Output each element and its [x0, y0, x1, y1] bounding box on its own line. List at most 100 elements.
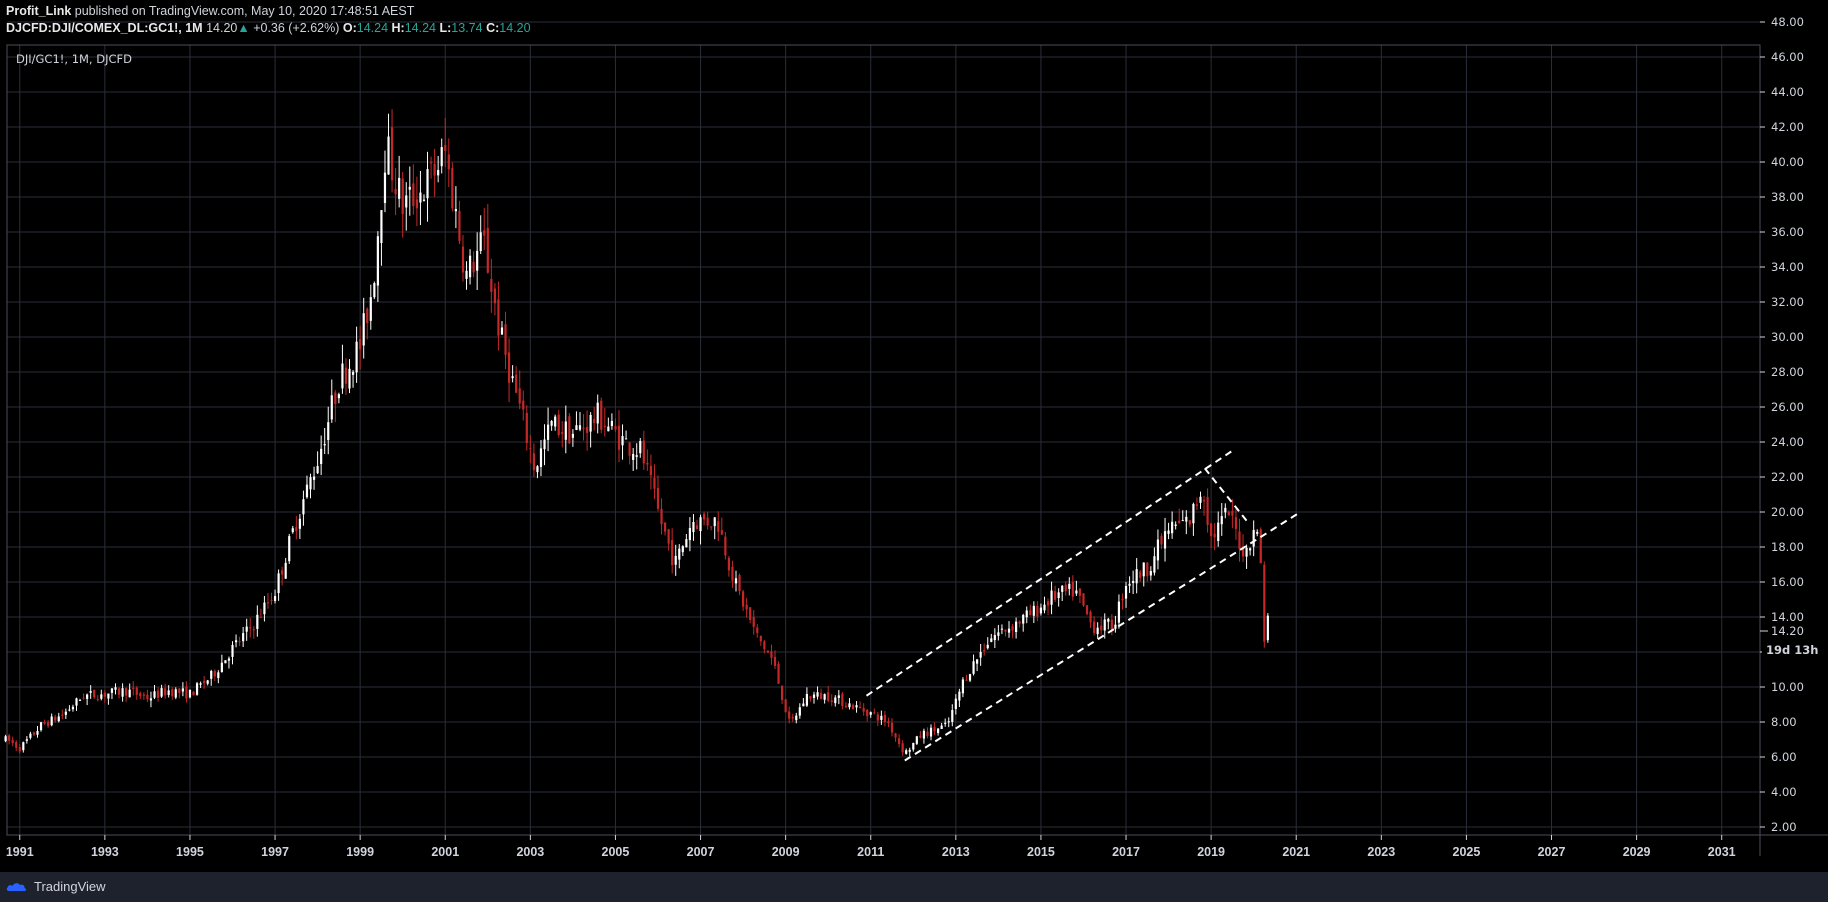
candle-body: [589, 414, 592, 432]
time-axis[interactable]: 1991 1993 1995 1997 1999 2001 2003 2005 2007 2009…: [6, 835, 1736, 859]
candle-body: [107, 693, 110, 699]
time-tick-label: 2013: [942, 845, 970, 859]
candle-body: [1188, 520, 1191, 525]
candle-body: [426, 169, 429, 199]
candle-body: [461, 246, 465, 273]
candle-body: [128, 689, 131, 698]
candle-body: [564, 421, 567, 440]
candle-body: [206, 680, 209, 684]
candle-body: [667, 529, 670, 544]
candle-body: [195, 683, 199, 695]
candle-body: [1234, 517, 1238, 529]
candle-body: [965, 679, 968, 681]
interval-label: 1M: [185, 21, 203, 35]
price-tick-label: 48.00: [1771, 15, 1804, 29]
candle-body: [199, 683, 202, 685]
candle-body: [25, 739, 28, 741]
price-axis[interactable]: 2.004.006.008.0010.0012.0014.0016.0018.0…: [1760, 15, 1804, 834]
candle-body: [809, 696, 812, 699]
candle-body: [1210, 523, 1213, 537]
candle-body: [121, 688, 124, 697]
candle-body: [827, 692, 830, 701]
chart-legend[interactable]: DJI/GC1!, 1M, DJCFD: [16, 52, 132, 66]
candle-body: [344, 367, 348, 384]
candle-body: [1241, 546, 1245, 557]
candle-body: [1213, 533, 1216, 538]
candle-body: [153, 691, 156, 698]
close-label: C:: [486, 21, 500, 35]
plot-border: [6, 44, 1761, 836]
last-price: 14.20: [206, 21, 238, 35]
candle-body: [1156, 539, 1160, 561]
candle-body: [837, 695, 840, 698]
tradingview-brand[interactable]: TradingView: [34, 879, 106, 894]
candle-body: [50, 716, 53, 726]
candle-body: [316, 466, 319, 474]
candle-body: [1022, 614, 1025, 624]
price-tick-label: 2.00: [1771, 820, 1797, 834]
candle-body: [29, 733, 32, 738]
candle-body: [1061, 585, 1064, 592]
candle-body: [788, 711, 791, 719]
candle-body: [500, 327, 504, 335]
candle-body: [1000, 628, 1004, 630]
candle-body: [1029, 610, 1032, 616]
candle-body: [812, 694, 816, 698]
tradingview-logo-icon[interactable]: [6, 879, 30, 895]
time-tick-label: 1993: [91, 845, 119, 859]
candle-body: [968, 674, 972, 681]
candle-body: [415, 199, 418, 209]
high-label: H:: [391, 21, 405, 35]
candle-body: [1103, 619, 1106, 631]
candle-body: [940, 725, 943, 730]
candle-body: [841, 693, 844, 707]
candle-body: [635, 455, 638, 457]
candle-body: [323, 443, 326, 446]
candle-body: [57, 716, 60, 722]
candle-body: [337, 394, 340, 399]
candle-body: [997, 632, 1000, 636]
candle-body: [203, 680, 206, 684]
up-arrow-icon: ▲: [237, 21, 250, 35]
candle-body: [440, 147, 443, 167]
candle-body: [1117, 601, 1121, 623]
candle-body: [649, 465, 653, 476]
candle-body: [869, 712, 872, 715]
candle-body: [766, 650, 770, 653]
candle-body: [277, 573, 280, 594]
candle-body: [437, 170, 440, 176]
candle-body: [273, 596, 277, 601]
dashed-trendline[interactable]: [865, 449, 1233, 697]
author-name[interactable]: Profit_Link: [6, 4, 72, 18]
candle-body: [646, 462, 649, 465]
price-tick-label: 10.00: [1771, 680, 1804, 694]
candle-body: [139, 693, 142, 697]
candle-body: [873, 712, 876, 714]
symbol-name[interactable]: DJCFD:DJI/COMEX_DL:GC1!,: [6, 21, 182, 35]
price-tick-label: 40.00: [1771, 155, 1804, 169]
price-tick-label: 4.00: [1771, 785, 1797, 799]
trendlines[interactable]: [865, 449, 1302, 762]
time-tick-label: 2021: [1282, 845, 1310, 859]
candle-body: [149, 698, 153, 701]
candle-body: [401, 178, 404, 215]
price-chart[interactable]: 2.004.006.008.0010.0012.0014.0016.0018.0…: [0, 0, 1828, 872]
time-tick-label: 2009: [772, 845, 800, 859]
candle-body: [89, 691, 92, 693]
candle-body: [986, 644, 989, 649]
candle-body: [504, 324, 507, 355]
candle-body: [256, 614, 259, 629]
candle-body: [1171, 521, 1174, 534]
dashed-trendline[interactable]: [904, 511, 1302, 762]
candle-body: [929, 727, 933, 737]
candle-body: [1096, 627, 1099, 635]
candle-body: [1071, 581, 1074, 597]
candle-body: [32, 732, 36, 735]
candle-body: [522, 400, 525, 410]
countdown-box: [1762, 641, 1818, 659]
time-tick-label: 1999: [346, 845, 374, 859]
candle-body: [858, 706, 862, 708]
candle-body: [1054, 591, 1057, 600]
candle-body: [444, 144, 447, 151]
change-value: +0.36 (+2.62%): [253, 21, 340, 35]
